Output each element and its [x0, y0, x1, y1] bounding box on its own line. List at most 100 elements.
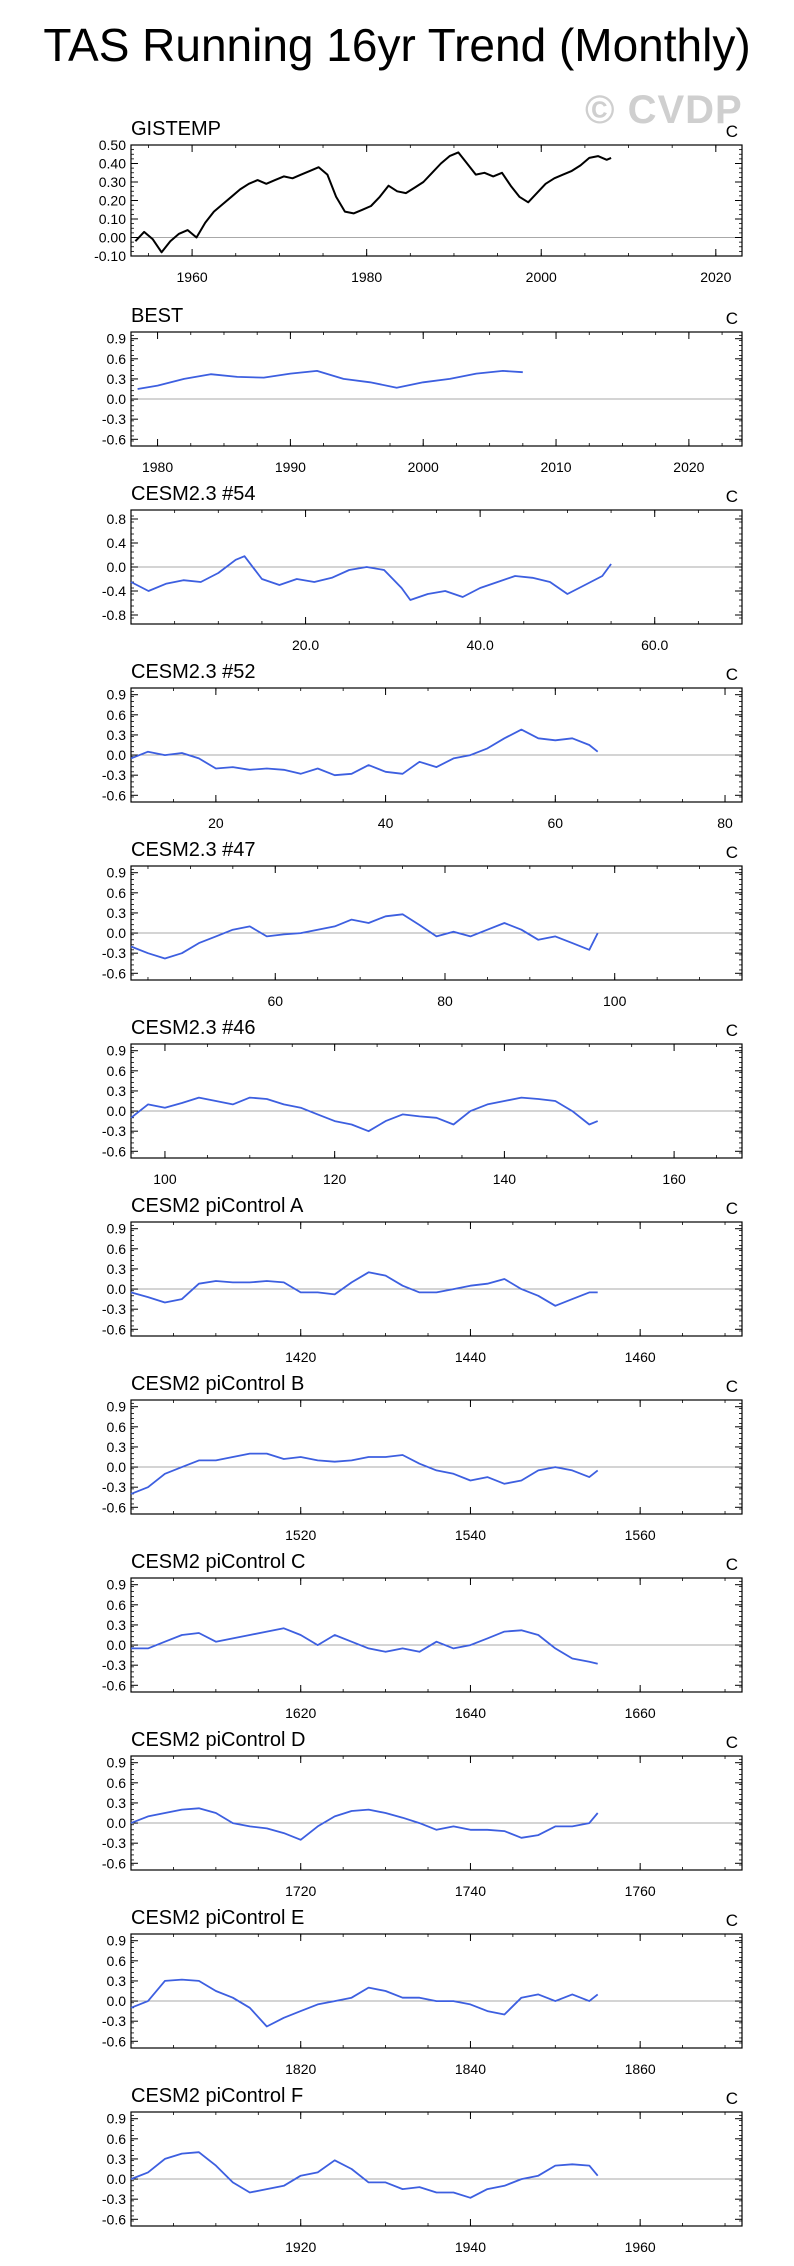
- chart-units: C: [726, 1911, 738, 1930]
- series-line: [130, 2151, 599, 2199]
- y-tick-label: 0.3: [107, 1617, 127, 1633]
- y-tick-label: 0.40: [99, 156, 126, 172]
- y-tick-label: 0.9: [107, 865, 127, 881]
- y-tick-label: -0.6: [102, 1855, 126, 1871]
- y-tick-label: -0.8: [102, 607, 126, 623]
- y-tick-label: -0.6: [102, 2211, 126, 2227]
- x-tick-label: 1540: [455, 1527, 486, 1543]
- x-tick-label: 1720: [285, 1883, 316, 1899]
- y-tick-label: -0.6: [102, 1677, 126, 1693]
- cvdp-watermark: © CVDP: [585, 88, 743, 132]
- x-tick-label: 1960: [177, 269, 208, 285]
- series-line: [130, 1978, 599, 2028]
- x-tick-label: 1440: [455, 1349, 486, 1365]
- y-tick-label: -0.3: [102, 411, 126, 427]
- plot-frame: [130, 2111, 743, 2227]
- series-line: [137, 369, 523, 390]
- y-tick-label: -0.6: [102, 2033, 126, 2049]
- y-tick-label: 0.6: [107, 2131, 127, 2147]
- y-tick-label: 0.9: [107, 1755, 127, 1771]
- series-line: [134, 151, 612, 254]
- x-tick-label: 1660: [625, 1705, 656, 1721]
- x-tick-label: 1420: [285, 1349, 316, 1365]
- y-tick-label: 0.6: [107, 1241, 127, 1257]
- x-tick-label: 1760: [625, 1883, 656, 1899]
- chart-title: GISTEMP: [131, 118, 221, 140]
- y-tick-label: 0.6: [107, 351, 127, 367]
- y-tick-label: -0.4: [102, 583, 126, 599]
- chart-title: CESM2 piControl F: [131, 2085, 303, 2107]
- y-tick-label: 0.3: [107, 905, 127, 921]
- y-tick-label: 0.6: [107, 1063, 127, 1079]
- y-tick-label: -0.3: [102, 2013, 126, 2029]
- x-tick-label: 1520: [285, 1527, 316, 1543]
- y-tick-label: -0.6: [102, 1499, 126, 1515]
- x-tick-label: 160: [662, 1171, 686, 1187]
- x-tick-label: 100: [153, 1171, 177, 1187]
- x-tick-label: 1940: [455, 2239, 486, 2255]
- plot-frame: [130, 1221, 743, 1337]
- chart-units: C: [726, 1199, 738, 1218]
- plot-frame: [130, 1933, 743, 2049]
- series-line: [130, 1452, 599, 1495]
- x-tick-label: 1980: [351, 269, 382, 285]
- chart-2: CESM2.3 #54 C -0.8 -0.4 0.0 0.4 0.8 20.0 40.0 60.…: [102, 483, 743, 653]
- plot-frame: [130, 1755, 743, 1871]
- x-tick-label: 1860: [625, 2061, 656, 2077]
- chart-7: CESM2 piControl B C -0.6 -0.3 0.0 0.3 0.6 0.9 15…: [102, 1373, 743, 1543]
- chart-title: CESM2 piControl D: [131, 1729, 306, 1751]
- chart-3: CESM2.3 #52 C -0.6 -0.3 0.0 0.3 0.6 0.9 20 40 60 80: [102, 661, 743, 831]
- y-tick-label: -0.6: [102, 965, 126, 981]
- chart-title: BEST: [131, 305, 183, 327]
- x-tick-label: 80: [717, 815, 733, 831]
- y-tick-label: 0.0: [107, 2171, 127, 2187]
- chart-title: CESM2.3 #54: [131, 483, 256, 505]
- chart-11: CESM2 piControl F C -0.6 -0.3 0.0 0.3 0.6 0.9 19…: [102, 2085, 743, 2255]
- series-line: [130, 913, 599, 960]
- chart-1: BEST C -0.6 -0.3 0.0 0.3 0.6 0.9 1980 1990 2000 201…: [102, 305, 743, 475]
- chart-title: CESM2.3 #46: [131, 1017, 256, 1039]
- plot-frame: [130, 144, 743, 257]
- y-tick-label: -0.6: [102, 431, 126, 447]
- plot-frame: [130, 1577, 743, 1693]
- y-tick-label: -0.6: [102, 1143, 126, 1159]
- y-tick-label: 0.6: [107, 1775, 127, 1791]
- chart-units: C: [726, 487, 738, 506]
- y-tick-label: 0.0: [107, 747, 127, 763]
- chart-units: C: [726, 1021, 738, 1040]
- chart-6: CESM2 piControl A C -0.6 -0.3 0.0 0.3 0.6 0.9 14…: [102, 1195, 743, 1365]
- chart-title: CESM2.3 #47: [131, 839, 256, 861]
- chart-9: CESM2 piControl D C -0.6 -0.3 0.0 0.3 0.6 0.9 17…: [102, 1729, 743, 1899]
- y-tick-label: 0.6: [107, 707, 127, 723]
- plot-frame: [130, 1043, 743, 1159]
- x-tick-label: 1740: [455, 1883, 486, 1899]
- y-tick-label: 0.0: [107, 559, 127, 575]
- y-tick-label: 0.20: [99, 193, 126, 209]
- chart-title: CESM2 piControl A: [131, 1195, 304, 1217]
- y-tick-label: -0.10: [94, 248, 126, 264]
- x-tick-label: 140: [493, 1171, 517, 1187]
- x-tick-label: 40.0: [467, 637, 494, 653]
- plot-frame: [130, 687, 743, 803]
- y-tick-label: 0.3: [107, 1439, 127, 1455]
- y-tick-label: 0.0: [107, 1637, 127, 1653]
- y-tick-label: 0.9: [107, 1221, 127, 1237]
- y-tick-label: 0.0: [107, 1103, 127, 1119]
- chart-4: CESM2.3 #47 C -0.6 -0.3 0.0 0.3 0.6 0.9 60 80 100: [102, 839, 743, 1009]
- y-tick-label: 0.9: [107, 2111, 127, 2127]
- y-tick-label: -0.3: [102, 1835, 126, 1851]
- x-tick-label: 1460: [625, 1349, 656, 1365]
- x-tick-label: 120: [323, 1171, 347, 1187]
- chart-units: C: [726, 1733, 738, 1752]
- y-tick-label: 0.3: [107, 1795, 127, 1811]
- series-line: [130, 1807, 599, 1841]
- y-tick-label: 0.9: [107, 331, 127, 347]
- x-tick-label: 20.0: [292, 637, 319, 653]
- y-tick-label: -0.3: [102, 1301, 126, 1317]
- x-tick-label: 20: [208, 815, 224, 831]
- chart-units: C: [726, 843, 738, 862]
- y-tick-label: 0.0: [107, 1281, 127, 1297]
- x-tick-label: 1560: [625, 1527, 656, 1543]
- x-tick-label: 2000: [526, 269, 557, 285]
